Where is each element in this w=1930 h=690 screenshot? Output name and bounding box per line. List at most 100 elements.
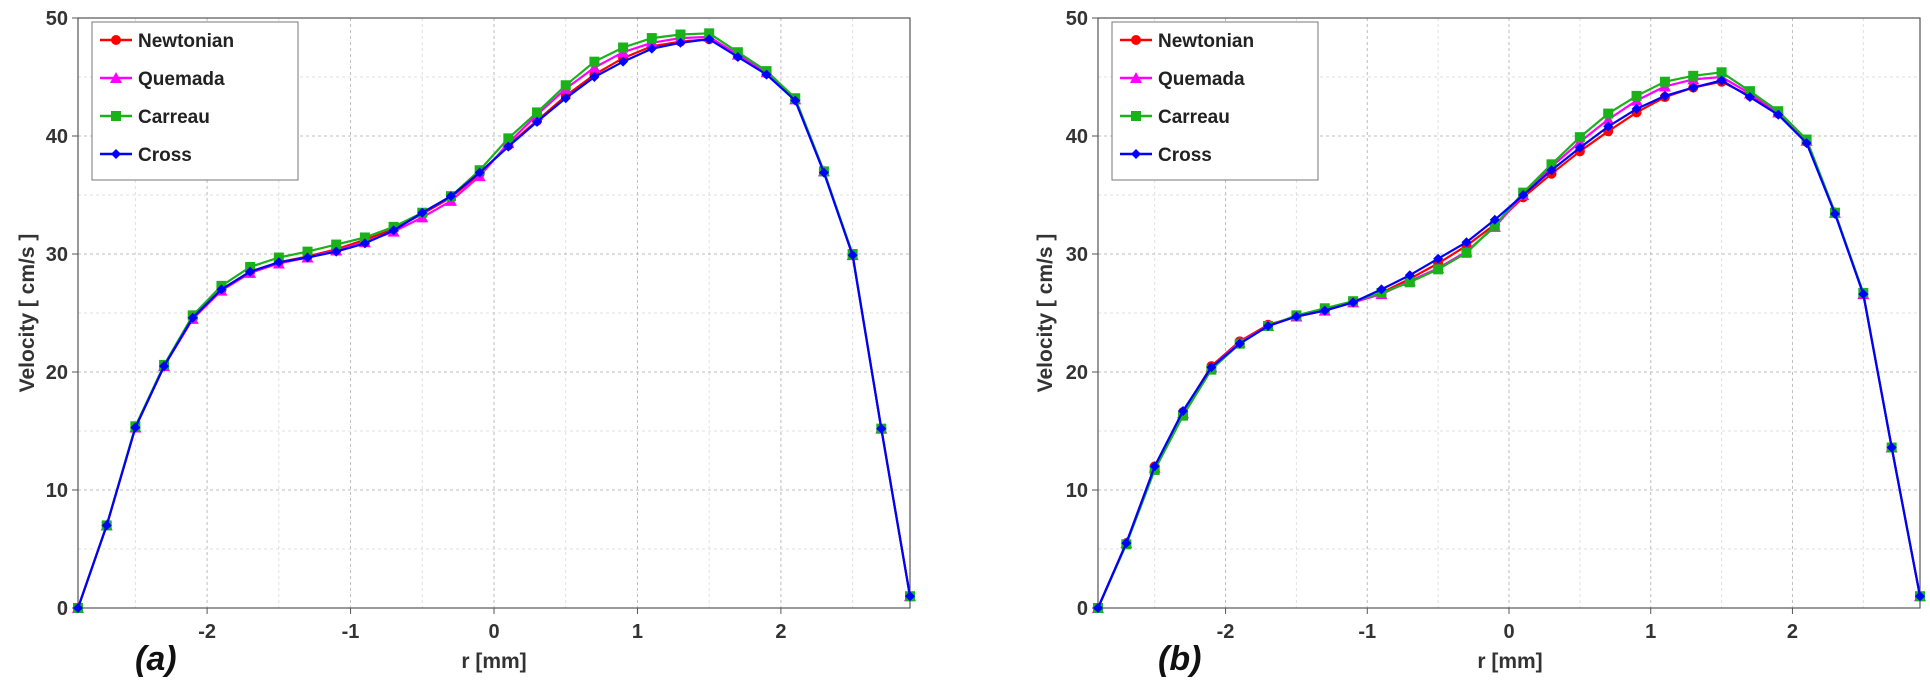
legend-label-newtonian: Newtonian <box>138 31 234 52</box>
y-tick-label: 20 <box>46 362 68 384</box>
data-point-cross <box>388 225 399 236</box>
y-tick-label: 0 <box>1077 598 1088 620</box>
data-point-carreau <box>532 107 543 118</box>
legend-a: Newtonian Quemada Carreau Cross <box>91 21 299 181</box>
data-point-cross <box>818 167 829 178</box>
y-ticks-b: 0 10 20 30 40 50 <box>1066 8 1098 620</box>
data-point-cross <box>876 423 887 434</box>
series-cross-b <box>1093 75 1925 613</box>
data-point-carreau <box>1461 247 1472 258</box>
data-point-carreau <box>1404 277 1415 288</box>
legend-label-cross: Cross <box>138 145 192 166</box>
series-cross-a <box>73 34 915 613</box>
data-point-cross <box>761 69 772 80</box>
data-point-cross <box>302 252 313 263</box>
x-tick-label: 2 <box>775 621 786 643</box>
data-point-carreau <box>646 33 657 44</box>
data-point-cross <box>474 167 485 178</box>
data-point-carreau <box>589 56 600 67</box>
data-point-cross <box>1773 109 1784 120</box>
data-point-cross <box>216 284 227 295</box>
data-point-cross <box>445 191 456 202</box>
y-tick-label: 10 <box>46 480 68 502</box>
data-point-cross <box>847 250 858 261</box>
data-point-cross <box>1489 214 1500 225</box>
data-point-carreau <box>302 246 313 257</box>
data-point-carreau <box>1631 90 1642 101</box>
x-tick-label: 0 <box>1503 621 1514 643</box>
data-point-carreau <box>1433 264 1444 275</box>
legend-entry-quemada: Quemada <box>1120 69 1245 90</box>
data-point-carreau <box>359 232 370 243</box>
data-point-cross <box>589 72 600 82</box>
data-point-cross <box>646 43 657 54</box>
panel-label-a: (a) <box>135 640 177 678</box>
data-point-cross <box>905 591 915 602</box>
data-point-carreau <box>331 239 342 250</box>
data-point-cross <box>359 238 370 249</box>
data-point-carreau <box>675 29 686 40</box>
data-point-cross <box>1858 289 1869 300</box>
legend-label-newtonian: Newtonian <box>1158 31 1254 52</box>
chart-panel-a: -2 -1 0 1 2 0 10 20 30 40 50 r [mm] Velocity [ cm… <box>16 8 916 678</box>
legend-entry-newtonian: Newtonian <box>100 31 234 52</box>
data-point-cross <box>273 257 284 268</box>
y-tick-label: 10 <box>1066 480 1088 502</box>
y-tick-label: 50 <box>1066 8 1088 30</box>
chart-panel-b: -2 -1 0 1 2 0 10 20 30 40 50 r [mm] Velocity [ cm… <box>1034 8 1926 678</box>
legend-entry-quemada: Quemada <box>100 69 225 90</box>
data-point-cross <box>503 141 514 152</box>
data-point-cross <box>1461 237 1472 248</box>
y-tick-label: 40 <box>46 126 68 148</box>
data-point-cross <box>1688 82 1699 93</box>
data-point-cross <box>618 56 629 67</box>
data-point-cross <box>1546 165 1557 176</box>
data-point-cross <box>1716 75 1727 86</box>
data-point-cross <box>331 246 342 257</box>
data-point-cross <box>159 361 170 372</box>
legend-marker-quemada <box>110 72 122 83</box>
data-point-cross <box>1433 253 1444 264</box>
data-point-cross <box>1603 121 1614 132</box>
data-point-cross <box>1829 208 1840 219</box>
data-point-cross <box>187 312 198 323</box>
data-point-cross <box>1263 320 1274 331</box>
y-tick-label: 0 <box>57 598 68 620</box>
series-line-cross <box>1096 79 1922 609</box>
legend-label-quemada: Quemada <box>1158 69 1245 90</box>
data-point-cross <box>73 603 83 613</box>
data-point-cross <box>1574 142 1585 153</box>
data-point-quemada <box>1602 113 1615 125</box>
legend-marker-carreau <box>111 111 121 121</box>
y-tick-label: 50 <box>46 8 68 30</box>
y-axis-title-a: Velocity [ cm/s ] <box>16 234 39 393</box>
x-tick-label: -1 <box>1358 621 1376 643</box>
data-point-carreau <box>1744 86 1755 97</box>
data-point-carreau <box>1546 159 1557 170</box>
legend-marker-quemada <box>1130 72 1142 83</box>
legend-marker-newtonian <box>111 35 121 45</box>
data-point-cross <box>1121 538 1132 549</box>
x-axis-title-b: r [mm] <box>1477 650 1542 673</box>
x-tick-label: -2 <box>1217 621 1235 643</box>
y-tick-label: 20 <box>1066 362 1088 384</box>
data-point-cross <box>560 93 571 104</box>
data-point-cross <box>1404 270 1415 281</box>
legend-marker-newtonian <box>1131 35 1141 45</box>
y-tick-label: 30 <box>1066 244 1088 266</box>
data-point-cross <box>1093 603 1103 613</box>
panel-label-b: (b) <box>1158 640 1201 678</box>
data-point-cross <box>704 34 715 45</box>
data-point-cross <box>101 520 112 531</box>
x-tick-label: -1 <box>342 621 360 643</box>
data-point-carreau <box>560 80 571 91</box>
legend-label-cross: Cross <box>1158 145 1212 166</box>
series-layer-a <box>72 28 916 613</box>
data-point-carreau <box>1603 108 1614 119</box>
legend-label-carreau: Carreau <box>138 107 210 128</box>
x-ticks-b: -2 -1 0 1 2 <box>1217 608 1798 643</box>
data-point-quemada <box>588 61 601 73</box>
x-axis-title-a: r [mm] <box>461 650 526 673</box>
data-point-cross <box>417 207 428 218</box>
